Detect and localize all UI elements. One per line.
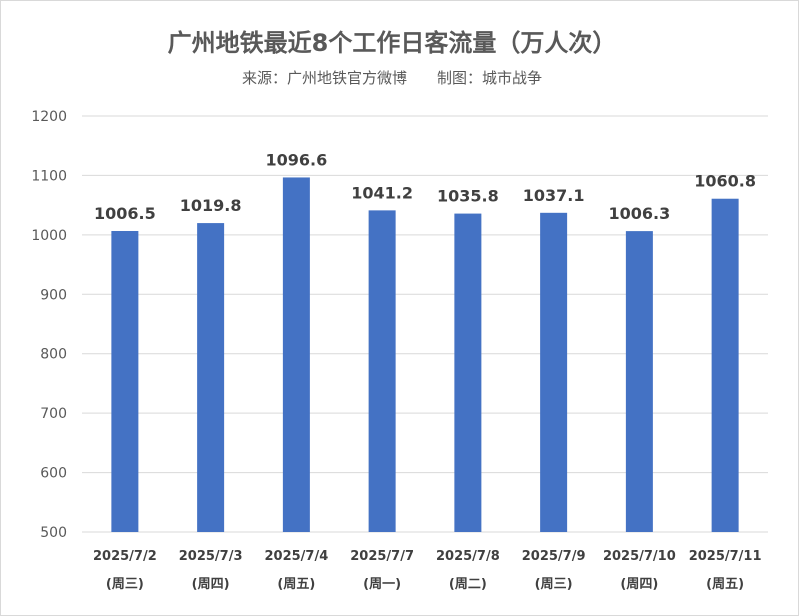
- data-label: 1035.8: [437, 187, 499, 206]
- bar-2025/7/11: [711, 198, 739, 532]
- gridlines: [82, 115, 768, 533]
- y-tick-label: 1000: [31, 228, 67, 244]
- y-tick-label: 1100: [31, 168, 67, 184]
- x-category-label: 2025/7/10: [603, 549, 676, 564]
- data-label: 1006.5: [94, 204, 156, 223]
- x-weekday-label: (周一): [363, 577, 401, 592]
- bar-2025/7/3: [197, 223, 225, 533]
- y-tick-label: 900: [40, 287, 67, 303]
- data-labels: 1006.5 1019.8 1096.6 1041.2 1035.8 1037.1 1006…: [94, 150, 756, 223]
- data-label: 1019.8: [180, 196, 242, 215]
- x-category-label: 2025/7/3: [179, 549, 243, 564]
- bar-2025/7/9: [540, 212, 568, 532]
- x-category-label: 2025/7/11: [689, 549, 762, 564]
- bar-2025/7/7: [368, 210, 396, 533]
- x-axis-labels: 2025/7/2 (周三) 2025/7/3 (周四) 2025/7/4 (周五) 2025…: [93, 549, 762, 592]
- y-tick-label: 500: [40, 525, 67, 541]
- data-label: 1037.1: [523, 186, 585, 205]
- bar-2025/7/4: [282, 177, 310, 532]
- y-tick-label: 800: [40, 347, 67, 363]
- chart-title: 广州地铁最近8个工作日客流量（万人次）: [168, 29, 617, 57]
- x-category-label: 2025/7/7: [350, 549, 414, 564]
- x-weekday-label: (周三): [106, 577, 144, 592]
- chart-subtitle: 来源：广州地铁官方微博 制图：城市战争: [242, 69, 542, 87]
- x-category-label: 2025/7/2: [93, 549, 157, 564]
- data-label: 1060.8: [694, 172, 756, 191]
- x-weekday-label: (周四): [192, 577, 230, 592]
- x-weekday-label: (周三): [535, 577, 573, 592]
- x-weekday-label: (周五): [706, 577, 744, 592]
- bar-2025/7/8: [454, 213, 482, 532]
- bar-2025/7/2: [111, 230, 139, 532]
- y-axis-ticks: 500 600 700 800 900 1000 1100 1200: [31, 109, 67, 541]
- x-category-label: 2025/7/4: [264, 549, 328, 564]
- x-weekday-label: (周四): [620, 577, 658, 592]
- data-label: 1096.6: [266, 150, 328, 169]
- x-category-label: 2025/7/9: [522, 549, 586, 564]
- x-weekday-label: (周二): [449, 577, 487, 592]
- y-tick-label: 700: [40, 406, 67, 422]
- data-label: 1041.2: [351, 183, 413, 202]
- bar-2025/7/10: [625, 231, 653, 532]
- data-label: 1006.3: [609, 204, 671, 223]
- x-category-label: 2025/7/8: [436, 549, 500, 564]
- y-tick-label: 1200: [31, 109, 67, 125]
- y-tick-label: 600: [40, 466, 67, 482]
- bars: [111, 177, 739, 533]
- x-weekday-label: (周五): [277, 577, 315, 592]
